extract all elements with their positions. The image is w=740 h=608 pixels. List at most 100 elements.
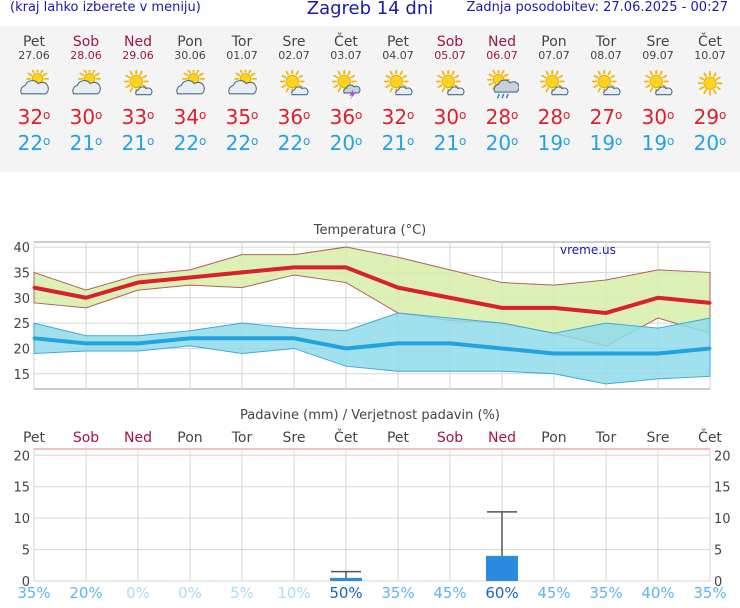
temp-max: 33o bbox=[121, 105, 155, 129]
day-date: 01.07 bbox=[226, 49, 258, 62]
day-column: Ned 29.06 33o 21o bbox=[112, 26, 164, 156]
sun-thunder-icon bbox=[331, 70, 361, 100]
y-tick-label-right: 20 bbox=[714, 449, 731, 464]
temperature-chart: Temperatura (°C) 15 20 25 30 35 40 vreme.us bbox=[13, 223, 712, 390]
day-column: Pon 30.06 34o 22o bbox=[164, 26, 216, 156]
data-point bbox=[552, 352, 556, 356]
x-tick-label: Sob bbox=[437, 430, 463, 446]
precip-bar bbox=[330, 577, 362, 581]
data-point bbox=[500, 306, 504, 310]
partly-cloudy-icon bbox=[176, 70, 205, 95]
precip-probability: 0% bbox=[126, 584, 150, 602]
day-date: 30.06 bbox=[174, 49, 206, 62]
page-title: Zagreb 14 dni bbox=[306, 0, 434, 19]
y-tick-label: 40 bbox=[13, 241, 30, 256]
data-point bbox=[32, 286, 36, 290]
data-point bbox=[344, 265, 348, 269]
day-name: Sre bbox=[282, 34, 306, 50]
x-tick-label: Pon bbox=[541, 430, 566, 446]
temp-min: 22o bbox=[225, 131, 259, 155]
data-point bbox=[292, 265, 296, 269]
day-date: 02.07 bbox=[278, 49, 310, 62]
x-tick-label: Sob bbox=[73, 430, 99, 446]
day-date: 06.07 bbox=[486, 49, 518, 62]
temp-max: 30o bbox=[69, 105, 103, 129]
data-point bbox=[240, 336, 244, 340]
temp-max: 30o bbox=[433, 105, 467, 129]
day-name: Pet bbox=[22, 34, 46, 50]
y-tick-label-right: 0 bbox=[714, 575, 722, 590]
day-name: Čet bbox=[698, 34, 722, 50]
data-point bbox=[292, 336, 296, 340]
temp-max: 28o bbox=[485, 105, 519, 129]
y-tick-label-right: 10 bbox=[714, 512, 731, 527]
precip-probability: 50% bbox=[329, 584, 362, 602]
day-column: Sre 09.07 30o 19o bbox=[632, 26, 684, 156]
data-point bbox=[344, 346, 348, 350]
data-point bbox=[656, 296, 660, 300]
precip-bar bbox=[486, 555, 518, 581]
day-column: Pet 04.07 32o 21o bbox=[372, 26, 424, 156]
min-temp-line bbox=[33, 336, 711, 356]
data-point bbox=[656, 352, 660, 356]
day-name: Ned bbox=[124, 34, 152, 50]
partly-cloudy-icon bbox=[228, 70, 257, 95]
day-name: Pet bbox=[386, 34, 410, 50]
sun-small-cloud-icon bbox=[539, 70, 569, 96]
temp-max: 36o bbox=[329, 105, 363, 129]
precip-probability: 35% bbox=[17, 584, 50, 602]
temp-max: 34o bbox=[173, 105, 207, 129]
day-date: 07.07 bbox=[538, 49, 570, 62]
x-tick-label: Pet bbox=[23, 430, 46, 446]
y-tick-label: 20 bbox=[13, 342, 30, 357]
day-name: Tor bbox=[595, 34, 617, 50]
x-tick-label: Sre bbox=[647, 430, 670, 446]
data-point bbox=[32, 336, 36, 340]
data-point bbox=[136, 341, 140, 345]
temp-min: 22o bbox=[17, 131, 51, 155]
data-point bbox=[188, 336, 192, 340]
data-point bbox=[708, 346, 712, 350]
precip-probability: 5% bbox=[230, 584, 254, 602]
partly-cloudy-icon bbox=[20, 70, 49, 95]
data-point bbox=[552, 306, 556, 310]
precip-probability: 45% bbox=[537, 584, 570, 602]
x-tick-label: Čet bbox=[334, 428, 358, 446]
day-column: Čet 03.07 36o 20o bbox=[320, 26, 372, 156]
temp-max: 32o bbox=[17, 105, 51, 129]
data-point bbox=[500, 346, 504, 350]
precip-probability: 60% bbox=[485, 584, 518, 602]
day-column: Tor 01.07 35o 22o bbox=[216, 26, 268, 156]
day-column: Ned 06.07 28o 20o bbox=[476, 26, 528, 156]
precip-probability: 40% bbox=[641, 584, 674, 602]
x-tick-label: Pet bbox=[387, 430, 410, 446]
temp-max: 32o bbox=[381, 105, 415, 129]
data-point bbox=[240, 270, 244, 274]
last-updated: Zadnja posodobitev: 27.06.2025 - 00:27 bbox=[466, 0, 728, 15]
precipitation-chart: Padavine (mm) / Verjetnost padavin (%) Pe… bbox=[13, 408, 731, 602]
x-tick-label: Pon bbox=[177, 430, 202, 446]
y-tick-label: 5 bbox=[22, 544, 30, 559]
y-tick-label-right: 5 bbox=[714, 544, 722, 559]
location-hint: (kraj lahko izberete v meniju) bbox=[10, 0, 201, 15]
day-name: Sob bbox=[436, 34, 464, 50]
day-name: Tor bbox=[231, 34, 253, 50]
sun-small-cloud-icon bbox=[123, 70, 153, 96]
sun-small-cloud-icon bbox=[591, 70, 621, 96]
data-point bbox=[84, 341, 88, 345]
y-tick-label: 15 bbox=[13, 368, 30, 383]
temp-max: 35o bbox=[225, 105, 259, 129]
x-tick-label: Tor bbox=[231, 430, 253, 446]
day-name: Pon bbox=[177, 34, 203, 50]
temp-min: 20o bbox=[329, 131, 363, 155]
y-tick-label: 30 bbox=[13, 292, 30, 307]
y-tick-label: 35 bbox=[13, 266, 30, 281]
min-range-band bbox=[33, 312, 711, 385]
temp-min: 19o bbox=[537, 131, 571, 155]
precip-probability: 0% bbox=[178, 584, 202, 602]
precip-probability: 45% bbox=[433, 584, 466, 602]
sun-rain-icon bbox=[487, 70, 519, 99]
y-tick-label-right: 15 bbox=[714, 481, 731, 496]
data-point bbox=[448, 341, 452, 345]
sun-small-cloud-icon bbox=[383, 70, 413, 96]
